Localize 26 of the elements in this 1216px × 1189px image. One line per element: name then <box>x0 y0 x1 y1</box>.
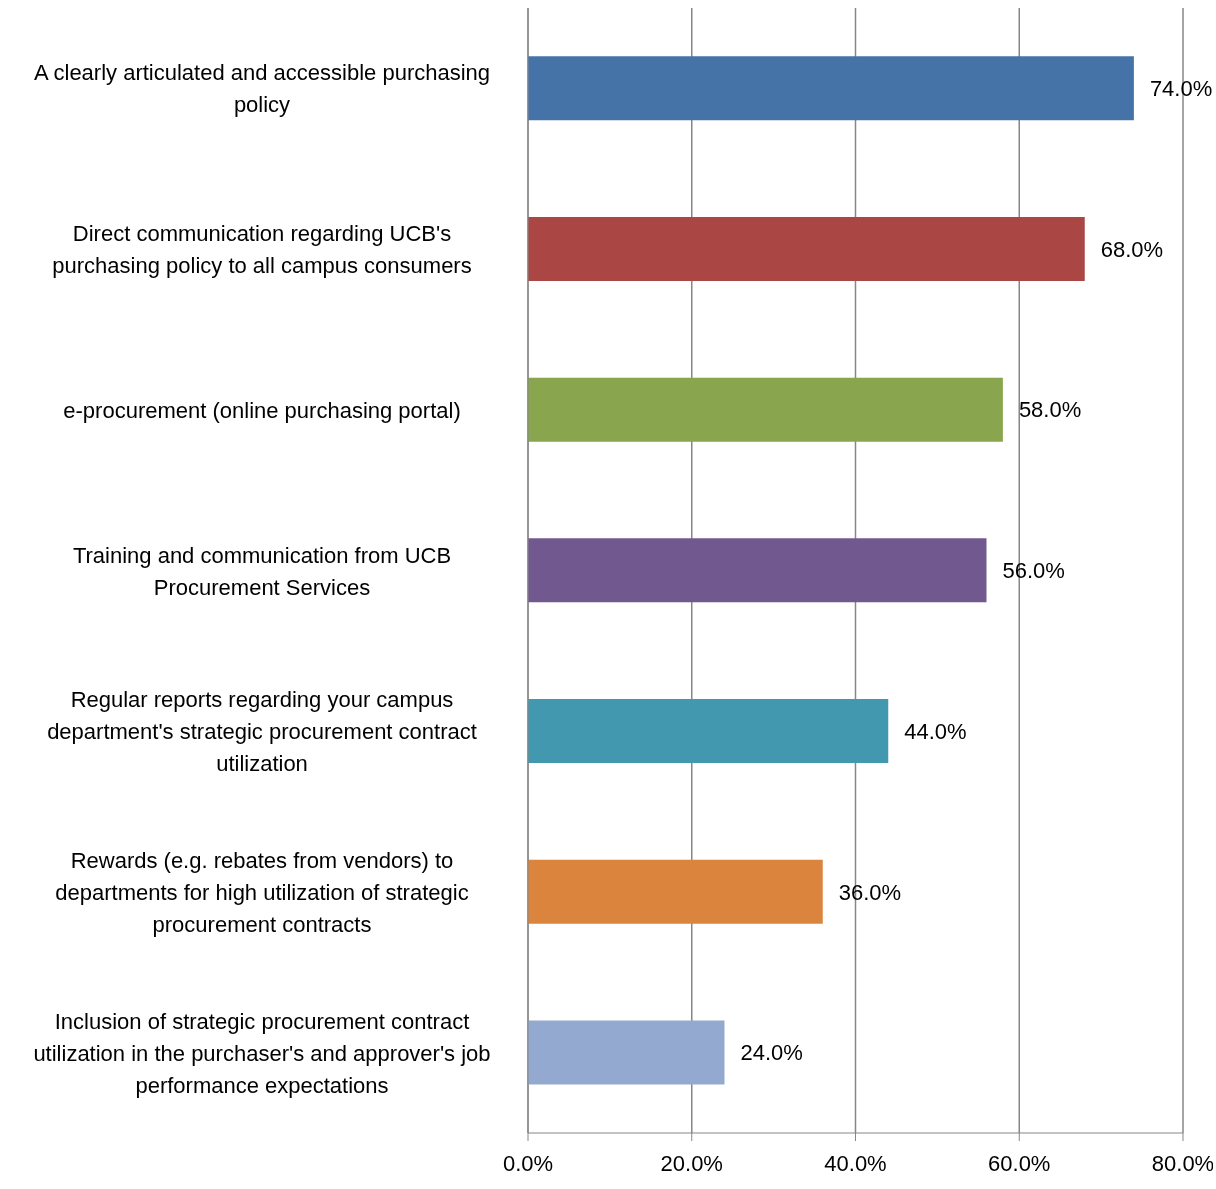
y-tick-label: A clearly articulated and accessible purchasing policy <box>33 59 491 117</box>
x-tick-label: 40.0% <box>824 1150 887 1176</box>
bar <box>528 859 823 924</box>
bar <box>528 377 1003 442</box>
data-label: 36.0% <box>838 879 902 905</box>
y-tick-label: Regular reports regarding your campus department's strategic procurement contract utilization <box>47 686 477 776</box>
bar <box>528 56 1134 121</box>
x-tick-label: 80.0% <box>1151 1150 1215 1176</box>
bar <box>528 216 1085 281</box>
x-tick-label: 20.0% <box>660 1150 723 1176</box>
y-tick-label: Inclusion of strategic procurement contract utilization in the purchaser's and approver's job performance expectations <box>33 1008 491 1098</box>
y-tick-label: e-procurement (online purchasing portal) <box>63 397 461 423</box>
data-label: 44.0% <box>904 718 967 744</box>
data-label: 24.0% <box>740 1040 803 1066</box>
y-tick-label: Training and communication from UCB Procurement Services <box>72 542 452 599</box>
bar <box>528 1020 725 1085</box>
y-tick-label: Direct communication regarding UCB's purchasing policy to all campus consumers <box>52 220 472 278</box>
bar <box>528 538 987 603</box>
data-label: 58.0% <box>1018 397 1082 423</box>
data-label: 74.0% <box>1149 76 1213 102</box>
data-label: 56.0% <box>1002 558 1065 584</box>
bar <box>528 699 889 764</box>
x-tick-label: 0.0% <box>502 1150 554 1176</box>
data-label: 68.0% <box>1100 236 1164 262</box>
y-tick-label: Rewards (e.g. rebates from vendors) to departments for high utilization of strategic procurement contracts <box>55 847 469 937</box>
x-tick-label: 60.0% <box>988 1150 1051 1176</box>
